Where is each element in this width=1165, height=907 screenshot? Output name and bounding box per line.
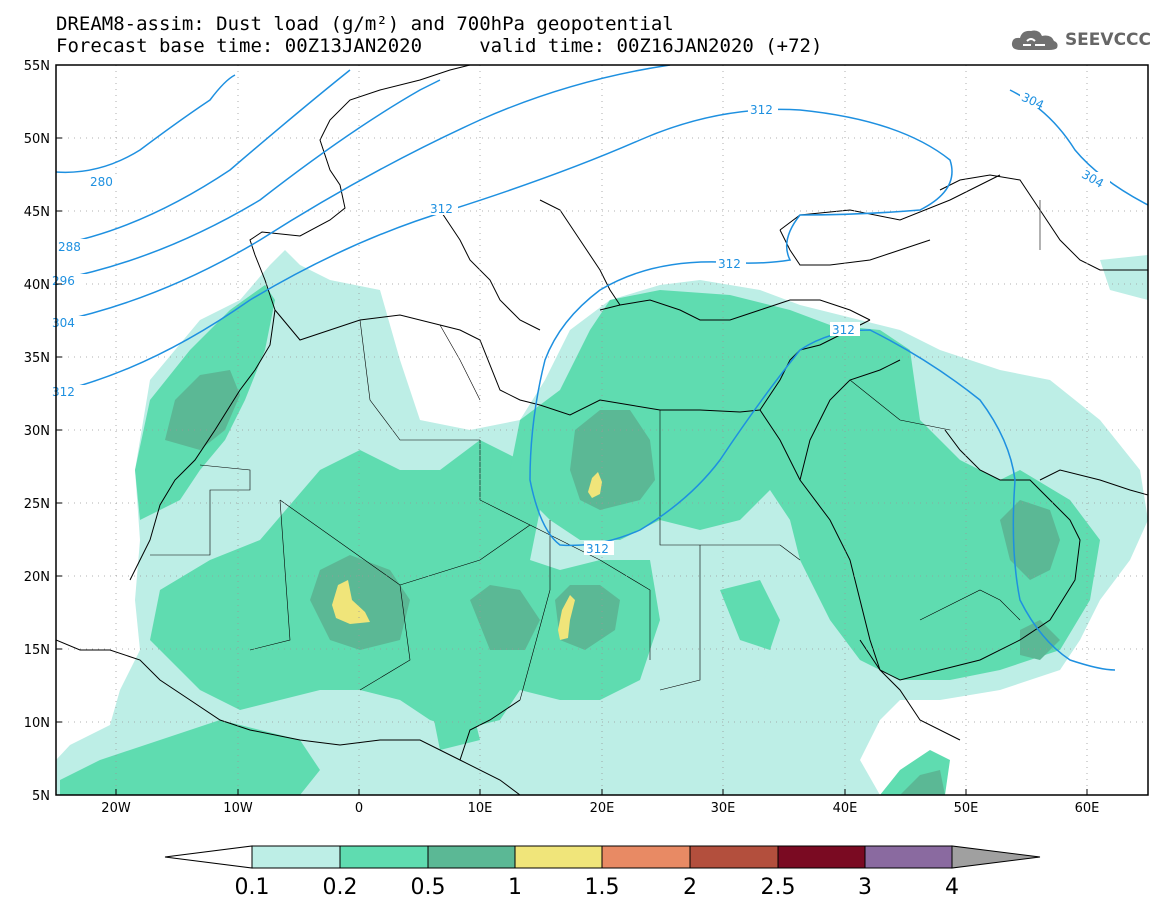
colorbar-bin	[427, 845, 516, 869]
colorbar-bin	[689, 845, 779, 869]
seevccc-logo: SEEVCCC	[1009, 26, 1151, 54]
colorbar-label: 1.5	[585, 875, 620, 900]
lon-tick-label: 10E	[468, 801, 493, 816]
contour-label: 312	[750, 103, 773, 117]
contour-label: 304	[1079, 167, 1106, 191]
colorbar-label: 0.1	[235, 875, 270, 900]
lat-tick-label: 15N	[24, 643, 50, 658]
colorbar-over-triangle	[951, 845, 1041, 869]
lat-tick-label: 25N	[24, 497, 50, 512]
contour-label: 312	[52, 385, 75, 399]
coastlines	[56, 65, 1148, 795]
country-borders	[150, 200, 1041, 701]
colorbar-bin	[601, 845, 691, 869]
dust-shading	[56, 250, 1148, 795]
contour-label: 312	[586, 542, 609, 556]
contour-label: 304	[1019, 90, 1046, 112]
lon-tick-label: 10W	[223, 801, 253, 816]
contour-label: 312	[718, 257, 741, 271]
lon-tick-label: 20E	[590, 801, 615, 816]
colorbar-label: 1	[508, 875, 522, 900]
colorbar: 0.1 0.2 0.5 1 1.5 2 2.5 3 4	[164, 845, 1041, 900]
lat-tick-label: 50N	[24, 132, 50, 147]
lon-tick-labels: 20W 10W 0 10E 20E 30E 40E 50E 60E	[101, 801, 1099, 816]
lat-tick-label: 55N	[24, 59, 50, 74]
axis-ticks	[56, 137, 1088, 795]
contour-label: 288	[58, 240, 81, 254]
lat-tick-label: 45N	[24, 205, 50, 220]
lat-tick-label: 20N	[24, 570, 50, 585]
forecast-time-line: Forecast base time: 00Z13JAN2020 valid t…	[56, 35, 823, 57]
colorbar-bin	[777, 845, 866, 869]
lat-tick-label: 5N	[32, 789, 50, 804]
cloud-logo-icon	[1011, 30, 1058, 50]
lon-tick-label: 20W	[101, 801, 131, 816]
colorbar-bin	[864, 845, 953, 869]
lon-tick-label: 30E	[711, 801, 736, 816]
lat-tick-label: 10N	[24, 716, 50, 731]
lat-tick-label: 40N	[24, 278, 50, 293]
contour-label: 312	[832, 323, 855, 337]
colorbar-label: 4	[945, 875, 959, 900]
map-title: DREAM8-assim: Dust load (g/m²) and 700hP…	[56, 13, 674, 35]
colorbar-label: 2.5	[761, 875, 796, 900]
lat-tick-label: 30N	[24, 424, 50, 439]
lon-tick-label: 60E	[1075, 801, 1100, 816]
contour-label: 280	[90, 175, 113, 189]
logo-text: SEEVCCC	[1064, 30, 1151, 50]
lon-tick-label: 50E	[954, 801, 979, 816]
contour-label: 304	[52, 316, 75, 330]
grid-lines	[56, 65, 1148, 795]
colorbar-label: 3	[858, 875, 872, 900]
colorbar-under-triangle	[164, 845, 253, 869]
contour-label: 312	[430, 202, 453, 216]
lon-tick-label: 0	[355, 801, 363, 816]
colorbar-label: 0.2	[323, 875, 358, 900]
geopotential-contours	[56, 65, 1148, 671]
colorbar-label: 2	[683, 875, 697, 900]
colorbar-bin	[251, 845, 341, 869]
contour-labels: 280 288 296 304 312 312 312 312 312 312 …	[52, 90, 1110, 556]
lon-tick-label: 40E	[833, 801, 858, 816]
colorbar-bin	[339, 845, 429, 869]
colorbar-label: 0.5	[411, 875, 446, 900]
colorbar-bin	[514, 845, 603, 869]
lat-tick-labels: 55N 50N 45N 40N 35N 30N 25N 20N 15N 10N …	[24, 59, 50, 804]
lat-tick-label: 35N	[24, 351, 50, 366]
